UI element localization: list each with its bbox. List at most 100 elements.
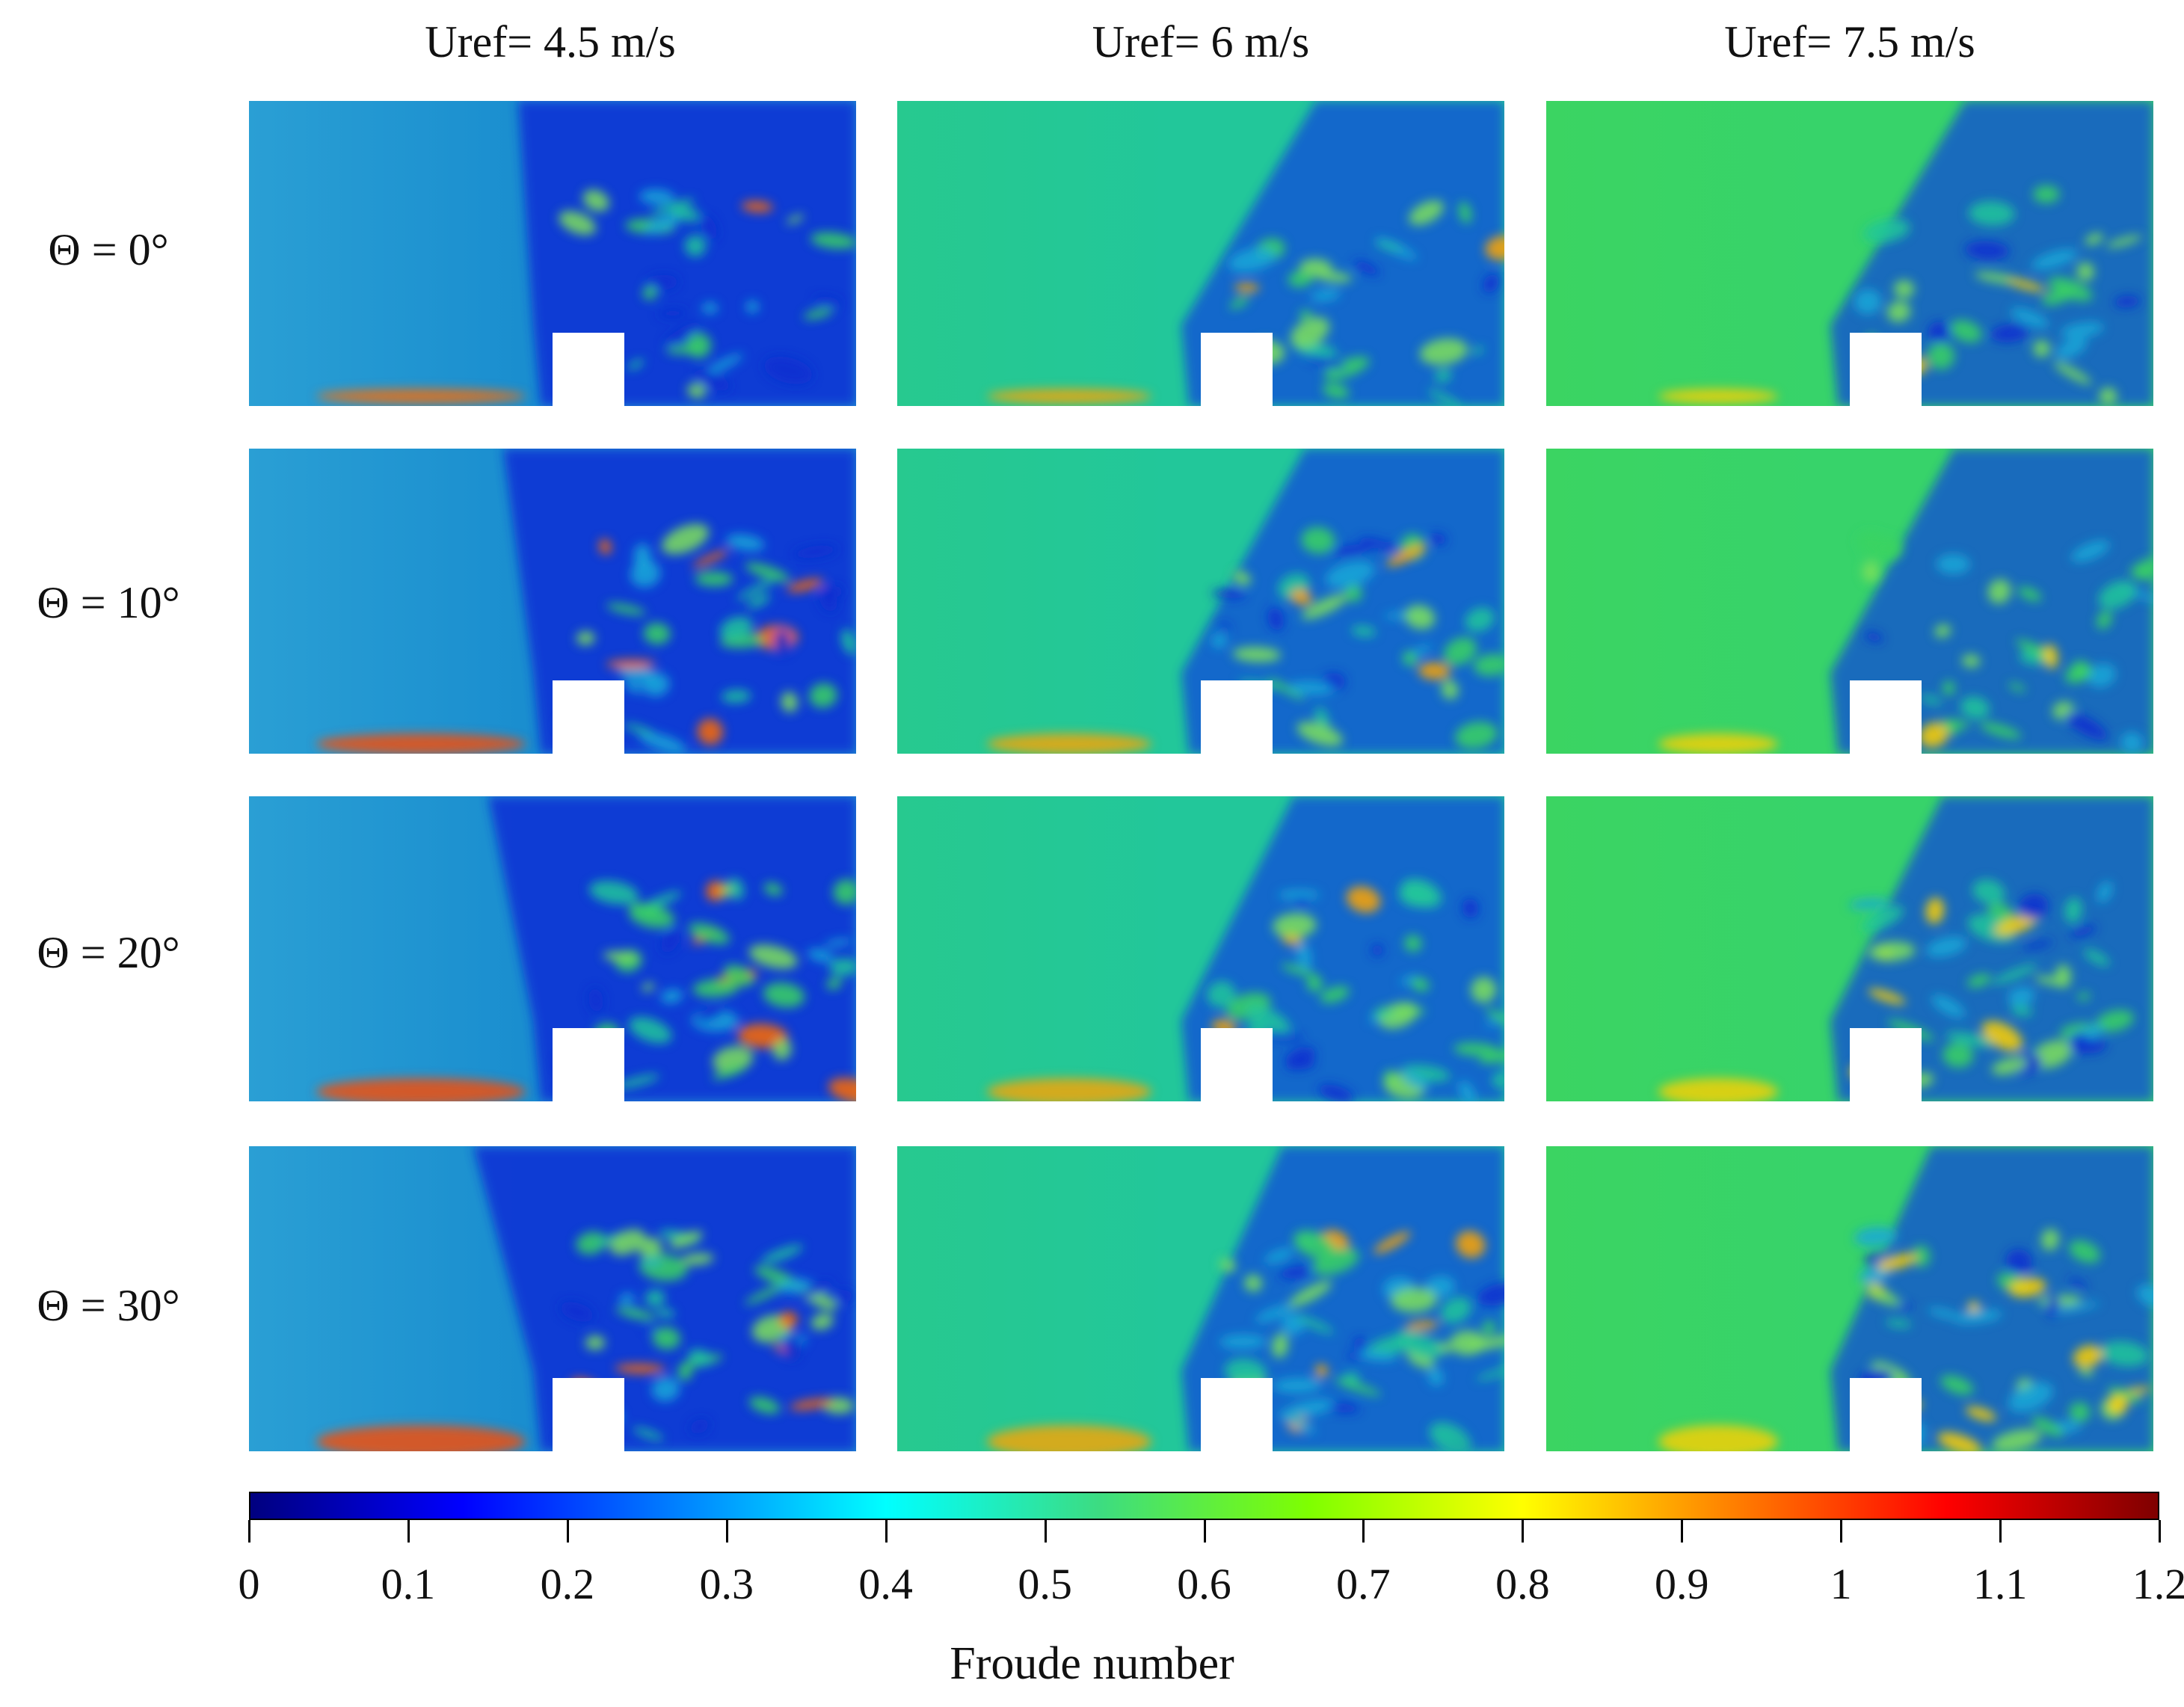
obstacle-block bbox=[1201, 1378, 1273, 1451]
vortex-blob bbox=[1334, 1378, 1381, 1396]
colorbar-tick bbox=[1999, 1520, 2002, 1543]
colorbar-tick-label: 0.6 bbox=[1177, 1560, 1231, 1608]
vortex-blob bbox=[1848, 898, 1889, 909]
vortex-blob bbox=[2018, 893, 2049, 920]
vortex-blob bbox=[1960, 696, 1990, 719]
vortex-blob bbox=[1992, 1429, 2042, 1451]
contour-panel bbox=[897, 101, 1504, 406]
vortex-blob bbox=[1356, 1350, 1397, 1362]
vortex-blob bbox=[828, 1077, 856, 1101]
vortex-blob bbox=[1877, 1253, 1918, 1271]
vortex-blob bbox=[615, 1363, 665, 1374]
vortex-blob bbox=[2064, 897, 2082, 923]
vortex-blob bbox=[701, 215, 718, 240]
vortex-blob bbox=[1419, 338, 1468, 366]
vortex-blob bbox=[2088, 663, 2116, 688]
vortex-blob bbox=[721, 689, 751, 704]
vortex-blob bbox=[1288, 1281, 1332, 1307]
vortex-blob bbox=[772, 1039, 792, 1060]
vortex-blob bbox=[1458, 1080, 1477, 1101]
vortex-blob bbox=[633, 1427, 664, 1441]
vortex-blob bbox=[680, 1252, 715, 1266]
colorbar-tick-label: 0.9 bbox=[1655, 1560, 1709, 1608]
vortex-blob bbox=[810, 1313, 834, 1330]
vortex-blob bbox=[763, 982, 805, 1008]
contour-panel bbox=[1546, 449, 2153, 754]
colorbar bbox=[249, 1492, 2159, 1520]
vortex-blob bbox=[1401, 1071, 1429, 1090]
colorbar-tick bbox=[1203, 1520, 1206, 1543]
vortex-blob bbox=[643, 622, 671, 645]
colorbar-tick-label: 0.5 bbox=[1018, 1560, 1072, 1608]
vortex-blob bbox=[841, 629, 856, 655]
colorbar-ticks bbox=[248, 1520, 2161, 1543]
vortex-blob bbox=[2053, 1302, 2100, 1314]
vortex-blob bbox=[628, 1017, 672, 1044]
vortex-blob bbox=[763, 356, 813, 384]
vortex-blob bbox=[1427, 389, 1462, 406]
vortex-blob bbox=[1346, 886, 1381, 913]
vortex-blob bbox=[1296, 1314, 1335, 1334]
near-wall-streak bbox=[1658, 389, 1778, 404]
vortex-blob bbox=[2008, 987, 2035, 1006]
colorbar-title: Froude number bbox=[950, 1638, 1234, 1689]
vortex-blob bbox=[2005, 1249, 2033, 1275]
vortex-blob bbox=[642, 286, 657, 300]
colorbar-tick-label: 0.4 bbox=[858, 1560, 913, 1608]
vortex-blob bbox=[726, 534, 765, 551]
vortex-blob bbox=[627, 359, 645, 370]
vortex-blob bbox=[1945, 719, 1960, 735]
colorbar-tick bbox=[407, 1520, 410, 1543]
vortex-blob bbox=[745, 300, 759, 313]
vortex-blob bbox=[2095, 1009, 2134, 1033]
colorbar-tick bbox=[1522, 1520, 1525, 1543]
vortex-blob bbox=[2120, 732, 2144, 754]
vortex-blob bbox=[701, 302, 719, 314]
vortex-blob bbox=[2069, 925, 2097, 938]
vortex-blob bbox=[2040, 1228, 2060, 1251]
vortex-blob bbox=[1898, 1303, 1913, 1310]
vortex-blob bbox=[576, 1231, 607, 1255]
turbulence-structures bbox=[1658, 879, 2134, 1101]
vortex-blob bbox=[1937, 1432, 1981, 1451]
vortex-blob bbox=[2097, 610, 2112, 630]
vortex-blob bbox=[1868, 941, 1916, 962]
vortex-blob bbox=[1299, 310, 1312, 319]
obstacle-block bbox=[1850, 333, 1922, 406]
vortex-blob bbox=[1207, 981, 1236, 1008]
vortex-blob bbox=[826, 585, 843, 598]
vortex-blob bbox=[2011, 1005, 2033, 1016]
vortex-blob bbox=[686, 383, 707, 399]
row-label: Θ = 10° bbox=[37, 578, 180, 627]
vortex-blob bbox=[781, 692, 799, 713]
vortex-blob bbox=[1483, 274, 1499, 293]
vortex-blob bbox=[1864, 1285, 1901, 1306]
vortex-blob bbox=[588, 988, 603, 1013]
colorbar-tick-label: 0.7 bbox=[1336, 1560, 1391, 1608]
vortex-blob bbox=[1322, 383, 1350, 399]
vortex-blob bbox=[624, 723, 654, 736]
near-wall-streak bbox=[316, 1078, 526, 1101]
near-wall-streak bbox=[1658, 1425, 1778, 1451]
vortex-blob bbox=[1418, 662, 1451, 680]
vortex-blob bbox=[1318, 1084, 1354, 1101]
vortex-blob bbox=[1942, 680, 1955, 695]
vortex-blob bbox=[778, 1279, 812, 1294]
vortex-blob bbox=[694, 369, 730, 391]
vortex-blob bbox=[1305, 355, 1347, 369]
vortex-blob bbox=[606, 659, 656, 669]
vortex-blob bbox=[1981, 1021, 2023, 1051]
near-wall-streak bbox=[316, 1425, 526, 1451]
vortex-blob bbox=[787, 214, 804, 224]
vortex-blob bbox=[1473, 653, 1504, 677]
vortex-blob bbox=[668, 1231, 703, 1249]
vortex-blob bbox=[1306, 974, 1323, 992]
vortex-blob bbox=[1243, 1274, 1263, 1292]
vortex-blob bbox=[1886, 1319, 1912, 1328]
turbulence-structures bbox=[987, 1229, 1504, 1451]
vortex-blob bbox=[745, 1283, 786, 1305]
vortex-blob bbox=[749, 1397, 781, 1414]
colorbar-tick bbox=[1044, 1520, 1047, 1543]
obstacle-block bbox=[1850, 1378, 1922, 1451]
vortex-blob bbox=[2010, 307, 2049, 328]
